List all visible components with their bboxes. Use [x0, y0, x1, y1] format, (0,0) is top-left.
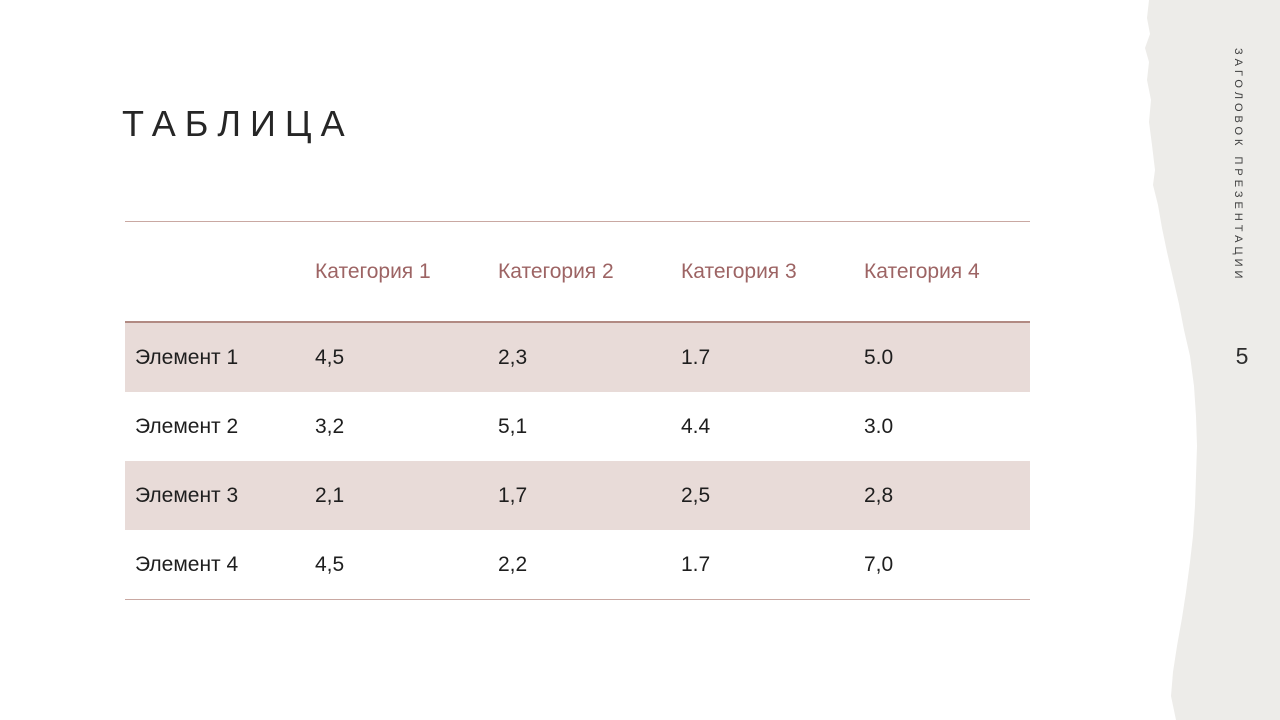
row-label: Элемент 2	[135, 414, 239, 438]
column-header: Категория 1	[315, 221, 498, 323]
page-number: 5	[1235, 343, 1249, 369]
table-cell: 2,3	[498, 322, 681, 392]
table-cell: 1.7	[681, 322, 864, 392]
column-header: Категория 4	[864, 221, 1030, 323]
row-label: Элемент 1	[125, 322, 315, 392]
table-cell: 4,5	[315, 552, 345, 576]
table-cell: 4,5	[315, 322, 498, 392]
row-label: Элемент 3	[125, 461, 315, 530]
table-cell: 7,0	[864, 552, 894, 576]
row-label: Элемент 4	[135, 552, 239, 576]
torn-paper-sidebar	[1145, 0, 1280, 720]
table-cell: 5,1	[498, 414, 528, 438]
table-cell: 5.0	[864, 322, 1030, 392]
table-cell: 3.0	[864, 414, 894, 438]
table-cell: 2,8	[864, 461, 1030, 530]
table-cell: 3,2	[315, 414, 345, 438]
table-row: Элемент 2 3,2 5,1 4.4 3.0	[125, 392, 1030, 461]
table-cell: 2,2	[498, 552, 528, 576]
table-cell: 2,5	[681, 461, 864, 530]
slide-title: ТАБЛИЦА	[122, 103, 354, 144]
table-cell: 1.7	[681, 552, 711, 576]
table-row: Элемент 4 4,5 2,2 1.7 7,0	[125, 530, 1030, 600]
table-row: Элемент 3 2,1 1,7 2,5 2,8	[125, 461, 1030, 530]
table-corner-cell	[125, 221, 315, 323]
table-cell: 4.4	[681, 414, 711, 438]
table-row: Элемент 1 4,5 2,3 1.7 5.0	[125, 322, 1030, 392]
column-header: Категория 3	[681, 221, 864, 323]
table-cell: 2,1	[315, 461, 498, 530]
deck-title-vertical: ЗАГОЛОВОК ПРЕЗЕНТАЦИИ	[1232, 48, 1244, 283]
data-table: Категория 1 Категория 2 Категория 3 Кате…	[125, 221, 1030, 600]
column-header: Категория 2	[498, 221, 681, 323]
table-cell: 1,7	[498, 461, 681, 530]
table-header-row: Категория 1 Категория 2 Категория 3 Кате…	[125, 221, 1030, 323]
